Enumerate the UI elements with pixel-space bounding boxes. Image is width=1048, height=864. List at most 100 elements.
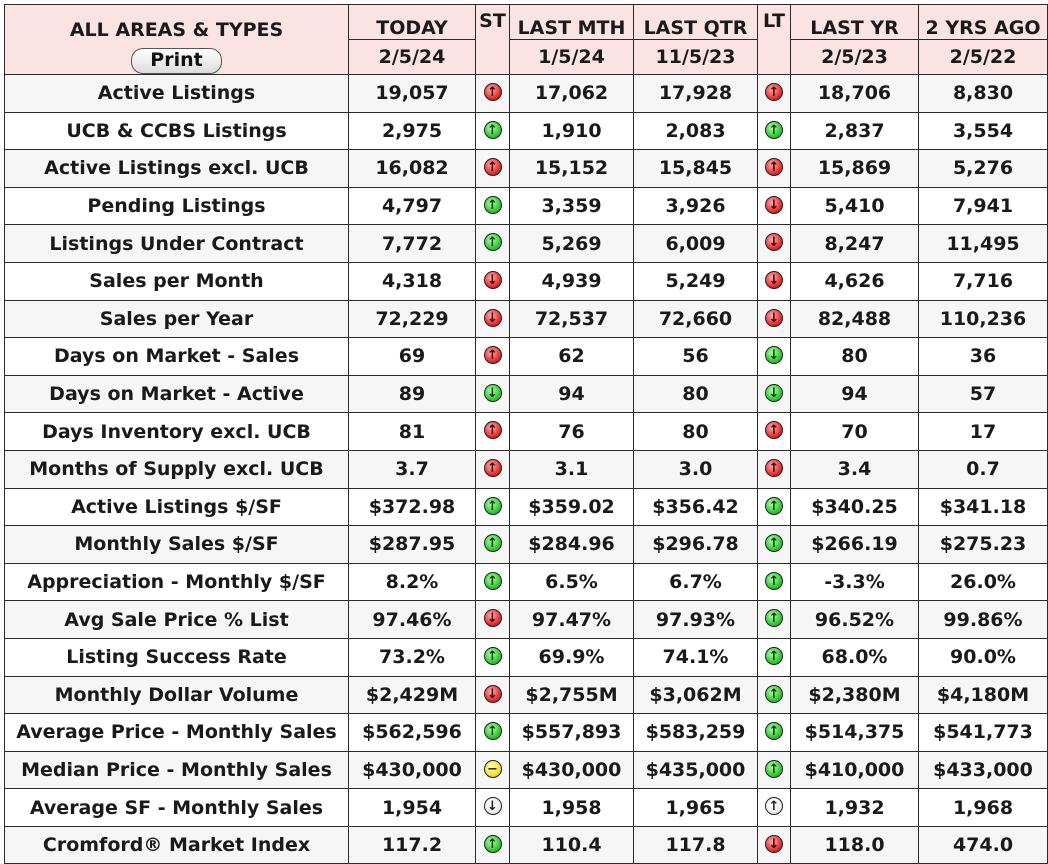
value-two-yrs-ago: $341.18 bbox=[918, 487, 1048, 527]
market-summary-table: ALL AREAS & TYPES Print TODAY ST LAST MT… bbox=[4, 4, 1048, 864]
col-date-last-yr: 2/5/23 bbox=[790, 39, 919, 75]
value-last-yr: $2,380M bbox=[790, 675, 919, 715]
metric-label: Monthly Dollar Volume bbox=[4, 675, 349, 715]
value-today: 69 bbox=[348, 337, 476, 376]
value-two-yrs-ago: $541,773 bbox=[918, 713, 1048, 752]
metric-label: Median Price - Monthly Sales bbox=[4, 750, 349, 790]
metric-label: Pending Listings bbox=[4, 186, 349, 226]
area-header: ALL AREAS & TYPES Print bbox=[4, 4, 349, 75]
lt-indicator: ↑ bbox=[757, 750, 791, 790]
arrow-up-icon: ↑ bbox=[483, 534, 502, 553]
st-indicator: ↑ bbox=[475, 637, 510, 677]
value-today: 4,797 bbox=[348, 186, 476, 226]
lt-indicator: ↓ bbox=[757, 261, 791, 301]
st-indicator: ↑ bbox=[475, 825, 510, 864]
arrow-up-icon: ↑ bbox=[765, 458, 783, 477]
arrow-down-icon: ↓ bbox=[765, 195, 783, 214]
arrow-up-icon: ↑ bbox=[765, 609, 783, 628]
value-today: 97.46% bbox=[348, 600, 476, 639]
lt-indicator: ↑ bbox=[757, 525, 791, 564]
lt-indicator: ↑ bbox=[757, 74, 791, 113]
arrow-down-icon: ↓ bbox=[765, 346, 783, 365]
value-last-qtr: $356.42 bbox=[633, 487, 758, 527]
table-row: Active Listings excl. UCB 16,082 ↑ 15,152 15… bbox=[4, 149, 1048, 188]
value-last-mth: 3,359 bbox=[509, 186, 634, 226]
value-last-qtr: 80 bbox=[633, 412, 758, 451]
lt-indicator: ↑ bbox=[757, 788, 791, 827]
st-indicator: ↑ bbox=[475, 525, 510, 564]
value-today: $562,596 bbox=[348, 713, 476, 752]
metric-label: Active Listings bbox=[4, 74, 349, 113]
value-last-yr: $266.19 bbox=[790, 525, 919, 564]
value-last-mth: 1,910 bbox=[509, 111, 634, 151]
value-last-qtr: 1,965 bbox=[633, 788, 758, 827]
metric-label: Days Inventory excl. UCB bbox=[4, 412, 349, 451]
col-header-last-yr: LAST YR bbox=[790, 4, 919, 40]
value-today: 1,954 bbox=[348, 788, 476, 827]
value-last-qtr: 5,249 bbox=[633, 261, 758, 301]
value-last-qtr: 97.93% bbox=[633, 600, 758, 639]
arrow-up-icon: ↑ bbox=[765, 684, 783, 703]
value-two-yrs-ago: $275.23 bbox=[918, 525, 1048, 564]
table-row: Active Listings 19,057 ↑ 17,062 17,928 ↑ 18,70… bbox=[4, 74, 1048, 113]
value-today: 72,229 bbox=[348, 299, 476, 339]
value-last-yr: 8,247 bbox=[790, 224, 919, 263]
lt-indicator: ↑ bbox=[757, 412, 791, 451]
table-row: Days Inventory excl. UCB 81 ↑ 76 80 ↑ 70 17 bbox=[4, 412, 1048, 451]
lt-indicator: ↑ bbox=[757, 449, 791, 489]
st-indicator: ↑ bbox=[475, 74, 510, 113]
value-last-yr: 96.52% bbox=[790, 600, 919, 639]
value-last-qtr: $3,062M bbox=[633, 675, 758, 715]
table-row: Cromford® Market Index 117.2 ↑ 110.4 117.8 ↓ 1… bbox=[4, 825, 1048, 864]
arrow-down-icon: ↓ bbox=[483, 609, 502, 628]
arrow-up-icon: ↑ bbox=[765, 83, 783, 101]
lt-indicator: ↓ bbox=[757, 825, 791, 864]
arrow-up-icon: ↑ bbox=[483, 233, 502, 252]
value-last-mth: 62 bbox=[509, 337, 634, 376]
value-last-mth: $2,755M bbox=[509, 675, 634, 715]
value-two-yrs-ago: 7,716 bbox=[918, 261, 1048, 301]
value-last-yr: 94 bbox=[790, 374, 919, 414]
st-indicator: ↓ bbox=[475, 374, 510, 414]
value-last-mth: $284.96 bbox=[509, 525, 634, 564]
st-indicator: ↑ bbox=[475, 111, 510, 151]
value-two-yrs-ago: 110,236 bbox=[918, 299, 1048, 339]
value-today: $287.95 bbox=[348, 525, 476, 564]
arrow-up-icon: ↑ bbox=[765, 534, 783, 553]
value-last-mth: $430,000 bbox=[509, 750, 634, 790]
value-last-mth: 17,062 bbox=[509, 74, 634, 113]
lt-indicator: ↑ bbox=[757, 149, 791, 188]
lt-indicator: ↓ bbox=[757, 186, 791, 226]
arrow-up-icon: ↑ bbox=[765, 496, 783, 515]
value-today: $430,000 bbox=[348, 750, 476, 790]
value-today: 8.2% bbox=[348, 562, 476, 602]
value-last-mth: 110.4 bbox=[509, 825, 634, 864]
st-indicator: ↑ bbox=[475, 562, 510, 602]
value-today: 7,772 bbox=[348, 224, 476, 263]
table-row: Listing Success Rate 73.2% ↑ 69.9% 74.1% ↑ 68.… bbox=[4, 637, 1048, 677]
lt-indicator: ↓ bbox=[757, 374, 791, 414]
metric-label: Monthly Sales $/SF bbox=[4, 525, 349, 564]
arrow-up-icon: ↑ bbox=[765, 646, 783, 665]
table-row: Pending Listings 4,797 ↑ 3,359 3,926 ↓ 5,410 7,… bbox=[4, 186, 1048, 226]
value-last-yr: $514,375 bbox=[790, 713, 919, 752]
value-today: 89 bbox=[348, 374, 476, 414]
lt-indicator: ↓ bbox=[757, 337, 791, 376]
st-indicator: ↑ bbox=[475, 412, 510, 451]
arrow-down-icon: ↓ bbox=[765, 233, 783, 252]
value-last-mth: 4,939 bbox=[509, 261, 634, 301]
value-today: 19,057 bbox=[348, 74, 476, 113]
table-row: Appreciation - Monthly $/SF 8.2% ↑ 6.5% 6.7%… bbox=[4, 562, 1048, 602]
value-two-yrs-ago: 57 bbox=[918, 374, 1048, 414]
arrow-up-icon: ↑ bbox=[483, 421, 502, 440]
table-row: Months of Supply excl. UCB 3.7 ↑ 3.1 3.0 ↑ 3.4… bbox=[4, 449, 1048, 489]
print-button[interactable]: Print bbox=[131, 48, 222, 74]
value-today: 3.7 bbox=[348, 449, 476, 489]
arrow-up-icon: ↑ bbox=[483, 158, 502, 177]
arrow-up-icon: ↑ bbox=[765, 722, 783, 741]
col-date-last-mth: 1/5/24 bbox=[509, 39, 634, 75]
value-last-yr: $410,000 bbox=[790, 750, 919, 790]
value-last-mth: 94 bbox=[509, 374, 634, 414]
st-indicator: ↓ bbox=[475, 261, 510, 301]
table-row: Days on Market - Active 89 ↓ 94 80 ↓ 94 57 bbox=[4, 374, 1048, 414]
